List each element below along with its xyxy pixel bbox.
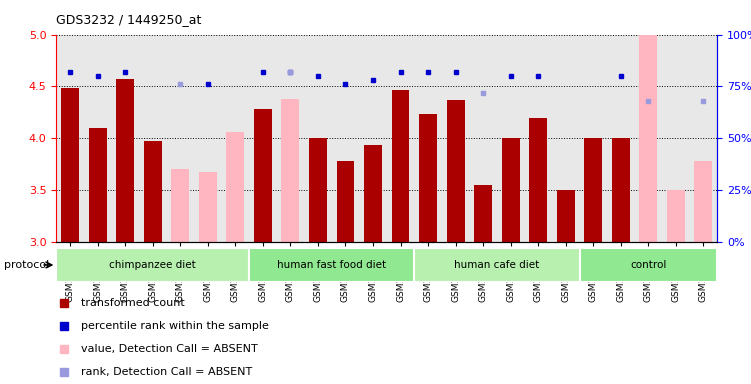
Bar <box>419 114 437 242</box>
Text: protocol: protocol <box>4 260 49 270</box>
Bar <box>249 248 415 282</box>
Bar <box>529 118 547 242</box>
Bar <box>447 100 465 242</box>
Bar <box>584 138 602 242</box>
Bar <box>61 88 79 242</box>
Bar <box>309 138 327 242</box>
Text: control: control <box>630 260 667 270</box>
Bar <box>415 248 580 282</box>
Bar <box>474 185 492 242</box>
Bar <box>667 190 685 242</box>
Text: GDS3232 / 1449250_at: GDS3232 / 1449250_at <box>56 13 202 26</box>
Bar <box>226 132 244 242</box>
Bar <box>364 146 382 242</box>
Bar <box>282 99 300 242</box>
Bar <box>143 141 161 242</box>
Bar <box>695 161 713 242</box>
Bar <box>580 248 717 282</box>
Bar <box>556 190 575 242</box>
Bar <box>89 128 107 242</box>
Bar <box>254 109 272 242</box>
Bar <box>502 138 520 242</box>
Bar <box>391 89 409 242</box>
Text: chimpanzee diet: chimpanzee diet <box>110 260 196 270</box>
Bar <box>116 79 134 242</box>
Bar <box>639 35 657 242</box>
Bar <box>199 172 217 242</box>
Text: value, Detection Call = ABSENT: value, Detection Call = ABSENT <box>81 344 258 354</box>
Text: human fast food diet: human fast food diet <box>277 260 386 270</box>
Bar <box>56 248 249 282</box>
Text: transformed count: transformed count <box>81 298 185 308</box>
Text: human cafe diet: human cafe diet <box>454 260 539 270</box>
Bar <box>336 161 354 242</box>
Bar <box>612 138 630 242</box>
Bar <box>171 169 189 242</box>
Text: percentile rank within the sample: percentile rank within the sample <box>81 321 270 331</box>
Text: rank, Detection Call = ABSENT: rank, Detection Call = ABSENT <box>81 367 252 377</box>
